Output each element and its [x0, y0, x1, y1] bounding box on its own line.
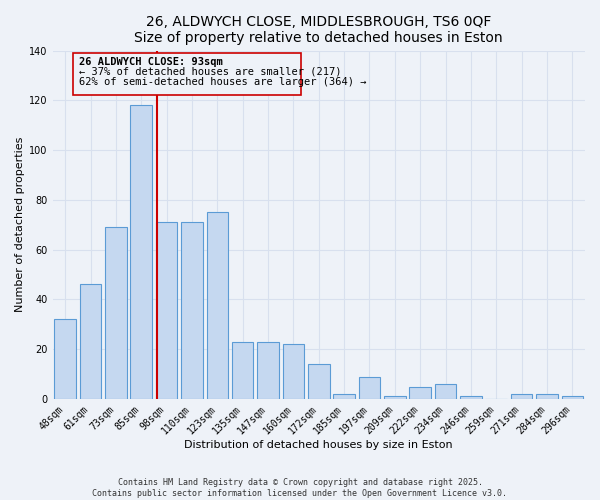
Bar — [156, 222, 178, 399]
Text: Contains HM Land Registry data © Crown copyright and database right 2025.
Contai: Contains HM Land Registry data © Crown c… — [92, 478, 508, 498]
FancyBboxPatch shape — [73, 53, 301, 96]
Bar — [130, 106, 152, 399]
Bar — [283, 344, 304, 399]
Bar — [257, 342, 279, 399]
Bar — [536, 394, 558, 399]
Bar — [460, 396, 482, 399]
Bar — [181, 222, 203, 399]
Bar — [384, 396, 406, 399]
Bar — [80, 284, 101, 399]
Y-axis label: Number of detached properties: Number of detached properties — [15, 137, 25, 312]
Bar — [105, 227, 127, 399]
Bar — [562, 396, 583, 399]
Bar — [511, 394, 532, 399]
Title: 26, ALDWYCH CLOSE, MIDDLESBROUGH, TS6 0QF
Size of property relative to detached : 26, ALDWYCH CLOSE, MIDDLESBROUGH, TS6 0Q… — [134, 15, 503, 45]
Text: 62% of semi-detached houses are larger (364) →: 62% of semi-detached houses are larger (… — [79, 76, 367, 86]
Bar — [359, 376, 380, 399]
Bar — [435, 384, 457, 399]
Bar — [308, 364, 329, 399]
Text: ← 37% of detached houses are smaller (217): ← 37% of detached houses are smaller (21… — [79, 66, 341, 76]
Bar — [409, 386, 431, 399]
Bar — [55, 320, 76, 399]
Bar — [206, 212, 228, 399]
Text: 26 ALDWYCH CLOSE: 93sqm: 26 ALDWYCH CLOSE: 93sqm — [79, 57, 223, 67]
Bar — [334, 394, 355, 399]
Bar — [232, 342, 253, 399]
X-axis label: Distribution of detached houses by size in Eston: Distribution of detached houses by size … — [184, 440, 453, 450]
